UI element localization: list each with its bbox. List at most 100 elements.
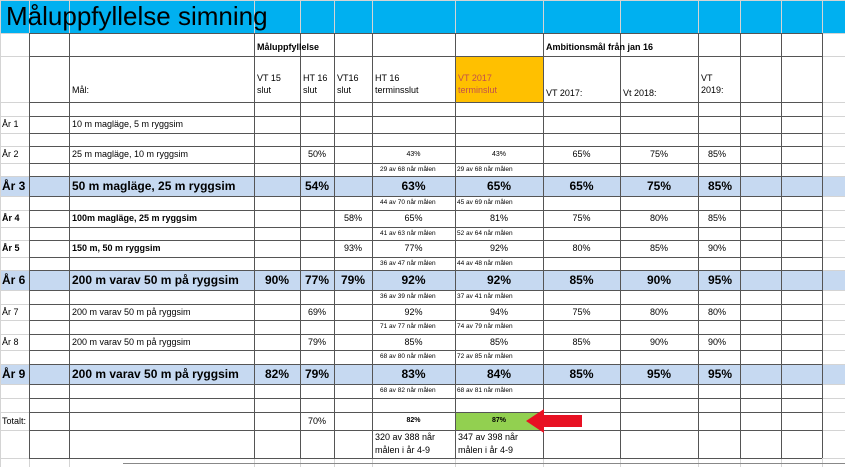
row-vt16	[334, 176, 372, 196]
row-vt16: 93%	[343, 243, 362, 253]
row-vt15	[254, 240, 300, 257]
row-ambition-vt2018: 95%	[646, 367, 672, 381]
row-ambition-vt2019: 95%	[708, 367, 733, 381]
row-ambition-vt2018	[620, 116, 698, 133]
highlight-row-fill	[0, 364, 845, 384]
row-vt15: 82%	[264, 367, 290, 381]
row-ambition-vt2018: 90%	[649, 337, 668, 347]
row-vt16	[334, 146, 372, 163]
row-ambition-vt2018: 75%	[646, 179, 672, 193]
row-goal: 200 m varav 50 m på ryggsim	[72, 273, 239, 287]
row-vt2017-terminslut: 92%	[486, 273, 512, 287]
row-ambition-vt2019: 80%	[708, 307, 727, 317]
row-vt16: 79%	[340, 273, 366, 287]
cell-line: terminslut	[458, 85, 498, 95]
row-ht16-terminsslut: 92%	[404, 307, 423, 317]
header-vt16: VT16 slut	[334, 72, 372, 100]
total-green-fill	[455, 412, 543, 430]
row-ambition-vt2019: 85%	[708, 179, 733, 193]
row-goal: 100m magläge, 25 m ryggsim	[72, 213, 198, 223]
row-ambition-vt2017: 65%	[572, 149, 591, 159]
cell-line: slut	[303, 85, 318, 95]
row-sub-vt2017: 74 av 79 når målen	[457, 323, 513, 330]
row-goal: 200 m varav 50 m på ryggsim	[72, 337, 191, 347]
row-sub-ht16: 41 av 63 når målen	[380, 230, 436, 237]
total-ht16-terminsslut: 82%	[406, 417, 421, 424]
row-year: År 6	[2, 273, 26, 287]
total-note-vt2017: 347 av 398 når målen i år 4-9	[455, 430, 543, 458]
row-vt2017-terminslut: 65%	[486, 179, 512, 193]
row-sub-ht16: 68 av 80 når målen	[380, 353, 436, 360]
cell-line: HT 16	[303, 73, 328, 83]
row-ambition-vt2017: 85%	[569, 367, 594, 381]
row-year: År 1	[2, 119, 19, 129]
row-ambition-vt2019: 85%	[708, 213, 727, 223]
row-vt16	[334, 304, 372, 320]
row-vt2017-terminslut: 81%	[489, 213, 508, 223]
header-ambition-vt2019: VT 2019:	[698, 72, 740, 100]
red-arrow-icon	[526, 409, 582, 433]
header-vt2017-terminslut: VT 2017 terminslut	[455, 72, 543, 100]
row-ambition-vt2017	[543, 116, 620, 133]
cell-line: VT	[701, 73, 713, 83]
row-sub-vt2017: 72 av 85 når målen	[457, 353, 513, 360]
row-vt2017-terminslut: 85%	[489, 337, 508, 347]
row-vt2017-terminslut	[455, 116, 543, 133]
row-ht16-terminsslut: 83%	[401, 367, 426, 381]
row-vt15	[254, 304, 300, 320]
cell-line: VT 15	[257, 73, 281, 83]
row-vt15	[254, 334, 300, 350]
row-vt15	[254, 176, 300, 196]
row-ht16: 69%	[307, 307, 326, 317]
vt2017-header-fill	[455, 56, 543, 102]
cell-line: målen i år 4-9	[458, 445, 514, 455]
cell-line: slut	[257, 85, 272, 95]
row-ht16	[300, 116, 334, 133]
cell-line: VT 2017	[458, 73, 492, 83]
header-ambition-vt2018: Vt 2018:	[623, 88, 657, 98]
row-sub-vt2017: 52 av 64 når målen	[457, 230, 513, 237]
row-goal: 50 m magläge, 25 m ryggsim	[72, 179, 236, 193]
row-ht16-terminsslut: 63%	[401, 179, 426, 193]
row-ambition-vt2019: 95%	[708, 273, 733, 287]
row-ambition-vt2018: 80%	[649, 307, 668, 317]
row-ht16: 79%	[307, 337, 326, 347]
row-ht16	[300, 240, 334, 257]
row-ht16-terminsslut: 43%	[406, 151, 421, 158]
cell-line: HT 16	[375, 73, 400, 83]
row-ambition-vt2018: 80%	[649, 213, 668, 223]
row-year: År 7	[2, 307, 19, 317]
row-ambition-vt2019: 85%	[708, 149, 727, 159]
header-ht16-terminsslut: HT 16 terminsslut	[372, 72, 455, 100]
row-ht16	[300, 210, 334, 227]
total-label: Totalt:	[2, 416, 27, 426]
row-goal: 10 m magläge, 5 m ryggsim	[72, 119, 184, 129]
row-ambition-vt2019	[698, 116, 740, 133]
row-vt2017-terminslut: 43%	[491, 151, 506, 158]
header-vt15: VT 15 slut	[254, 72, 300, 100]
cell-line: terminsslut	[375, 85, 419, 95]
cell-line: slut	[337, 85, 352, 95]
row-sub-ht16: 29 av 68 når målen	[380, 166, 436, 173]
row-sub-ht16: 36 av 47 når målen	[380, 260, 436, 267]
group-header-maluppfyllelse: Måluppfyllelse	[257, 42, 320, 52]
row-ambition-vt2017: 80%	[572, 243, 591, 253]
row-sub-vt2017: 68 av 81 når målen	[457, 387, 513, 394]
row-ambition-vt2017: 85%	[569, 273, 594, 287]
row-year: År 8	[2, 337, 19, 347]
row-ambition-vt2017: 75%	[572, 307, 591, 317]
cell-line: 2019:	[701, 85, 724, 95]
row-sub-vt2017: 29 av 68 når målen	[457, 166, 513, 173]
row-goal: 150 m, 50 m ryggsim	[72, 243, 161, 253]
row-sub-vt2017: 44 av 48 når målen	[457, 260, 513, 267]
header-ht16: HT 16 slut	[300, 72, 334, 100]
row-ht16: 77%	[304, 273, 330, 287]
row-sub-ht16: 44 av 70 når målen	[380, 199, 436, 206]
row-ht16-terminsslut: 77%	[404, 243, 423, 253]
row-year: År 3	[2, 179, 26, 193]
cell-line: 320 av 388 når	[375, 432, 436, 442]
group-header-ambition: Ambitionsmål från jan 16	[546, 42, 654, 52]
row-ambition-vt2018: 90%	[646, 273, 672, 287]
row-sub-vt2017: 45 av 69 når målen	[457, 199, 513, 206]
